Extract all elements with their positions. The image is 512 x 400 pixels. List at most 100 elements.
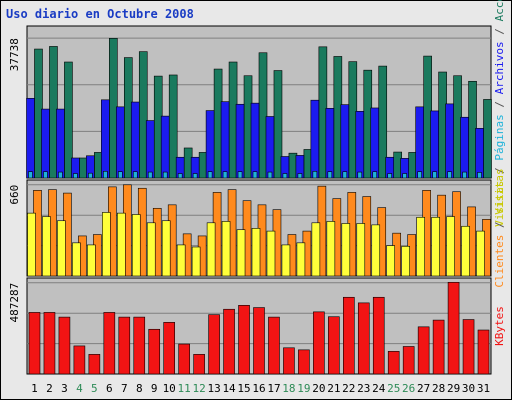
bar-pginas-day-21 [327, 171, 333, 179]
bar-kbytes-day-22 [343, 296, 355, 375]
bar-kbytes-day-3 [58, 316, 71, 375]
bar-pginas-day-11 [177, 173, 183, 179]
axis-label-part: Accesos [493, 0, 506, 28]
axis-label-part: Archivos [493, 41, 506, 101]
axis-label-part: / [493, 101, 506, 114]
bar-archivos-day-22 [340, 104, 350, 179]
bar-visitas-day-25 [386, 245, 396, 277]
bar-archivos-day-24 [370, 107, 380, 179]
bar-visitas-day-21 [326, 221, 336, 277]
axis-label-part: Visitas [493, 168, 506, 221]
bar-kbytes-day-31 [477, 329, 490, 375]
x-tick-label-day-4: 4 [76, 382, 83, 395]
bar-visitas-day-9 [146, 222, 156, 277]
bar-visitas-day-14 [221, 221, 231, 277]
axis-label-bottom: KBytes [493, 306, 506, 346]
y-tick-label-top: 37738 [8, 38, 21, 71]
bar-visitas-day-27 [416, 216, 425, 277]
bar-archivos-day-14 [220, 101, 230, 179]
bar-kbytes-day-14 [223, 308, 235, 375]
bar-kbytes-day-13 [208, 314, 220, 375]
axis-label-part: / [493, 221, 506, 234]
bar-archivos-day-9 [145, 120, 155, 179]
bar-archivos-day-16 [250, 102, 260, 179]
axis-label-top: Visitas / Páginas / Archivos / Accesos [493, 0, 506, 227]
bar-pginas-day-7 [117, 171, 123, 179]
bar-pginas-day-15 [237, 171, 243, 179]
bar-kbytes-day-6 [103, 312, 116, 375]
bar-kbytes-day-5 [88, 354, 101, 375]
bar-kbytes-day-25 [387, 351, 400, 375]
bar-kbytes-day-12 [193, 354, 205, 375]
bar-archivos-day-1 [26, 98, 35, 179]
x-tick-label-day-16: 16 [252, 382, 265, 395]
x-tick-label-day-30: 30 [462, 382, 475, 395]
bar-archivos-day-30 [460, 116, 469, 179]
axis-label-part: Clientes [493, 235, 506, 288]
bar-kbytes-day-16 [253, 307, 265, 375]
bar-pginas-day-12 [192, 173, 198, 179]
bar-archivos-day-13 [205, 110, 215, 179]
bar-kbytes-day-21 [328, 316, 340, 375]
x-tick-label-day-8: 8 [136, 382, 143, 395]
bar-pginas-day-30 [462, 171, 467, 179]
x-tick-label-day-28: 28 [432, 382, 445, 395]
bar-visitas-day-26 [401, 245, 410, 277]
x-tick-label-day-31: 31 [477, 382, 490, 395]
bar-pginas-day-17 [267, 171, 273, 179]
bar-kbytes-day-7 [118, 316, 131, 375]
bar-visitas-day-10 [161, 220, 171, 277]
bar-archivos-day-17 [265, 116, 275, 179]
x-tick-label-day-22: 22 [342, 382, 355, 395]
x-tick-label-day-25: 25 [387, 382, 400, 395]
bar-kbytes-day-28 [432, 319, 445, 375]
bar-pginas-day-4 [73, 173, 78, 179]
x-tick-label-day-12: 12 [193, 382, 206, 395]
axis-label-part: Páginas [493, 114, 506, 167]
x-tick-label-day-7: 7 [121, 382, 128, 395]
x-tick-label-day-21: 21 [327, 382, 340, 395]
bar-visitas-day-16 [251, 228, 261, 277]
bar-pginas-day-16 [252, 171, 258, 179]
bar-visitas-day-8 [131, 214, 141, 277]
bar-visitas-day-1 [27, 212, 36, 277]
bar-kbytes-day-17 [268, 316, 280, 375]
bar-visitas-day-6 [102, 212, 111, 277]
bar-visitas-day-18 [281, 244, 291, 277]
axis-label-part: / [493, 28, 506, 41]
bar-pginas-day-28 [432, 171, 437, 179]
bar-pginas-day-27 [417, 171, 422, 179]
bar-visitas-day-31 [476, 230, 485, 277]
bar-visitas-day-4 [72, 242, 81, 277]
bar-visitas-day-22 [341, 223, 351, 277]
chart-title: Uso diario en Octubre 2008 [6, 7, 194, 21]
bar-visitas-day-12 [191, 246, 201, 277]
bar-visitas-day-17 [266, 230, 276, 277]
bar-kbytes-day-8 [133, 316, 146, 375]
bar-pginas-day-18 [282, 173, 288, 179]
bar-kbytes-day-23 [357, 302, 370, 375]
bar-visitas-day-24 [371, 224, 381, 277]
bar-kbytes-day-1 [28, 312, 41, 375]
bar-visitas-day-3 [57, 220, 66, 277]
bar-kbytes-day-19 [298, 349, 310, 375]
bar-pginas-day-31 [477, 172, 482, 179]
bar-visitas-day-15 [236, 229, 246, 277]
bar-archivos-day-27 [415, 106, 424, 179]
bar-archivos-day-31 [475, 128, 484, 179]
bar-pginas-day-20 [312, 171, 318, 179]
bar-pginas-day-2 [43, 171, 48, 179]
bar-archivos-day-28 [430, 110, 439, 179]
bar-archivos-day-6 [101, 99, 110, 179]
bar-pginas-day-22 [342, 171, 348, 179]
bar-pginas-day-13 [207, 171, 213, 179]
bar-visitas-day-7 [116, 212, 126, 277]
x-tick-label-day-19: 19 [297, 382, 310, 395]
bar-visitas-day-29 [446, 216, 455, 277]
x-tick-label-day-29: 29 [447, 382, 460, 395]
x-tick-label-day-20: 20 [312, 382, 325, 395]
bar-accesos-day-31 [483, 99, 492, 179]
bar-visitas-day-20 [311, 222, 321, 277]
bar-pginas-day-1 [28, 171, 33, 179]
